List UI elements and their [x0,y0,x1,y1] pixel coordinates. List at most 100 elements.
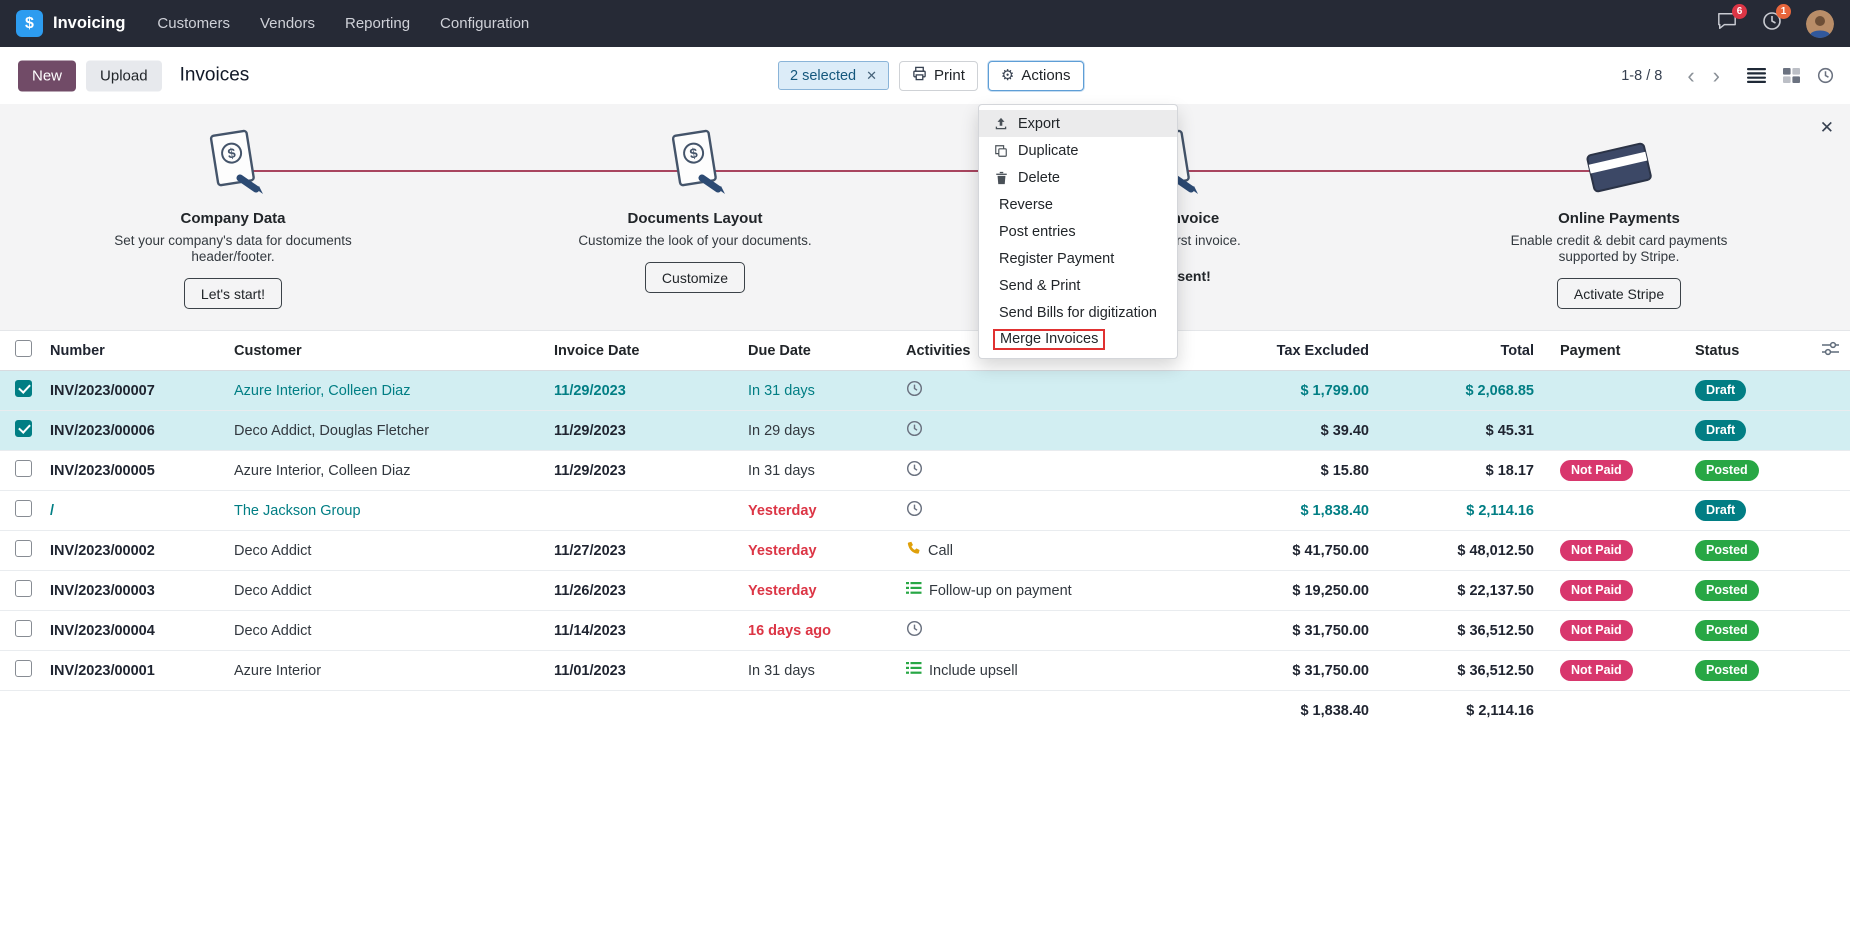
invoice-number: INV/2023/00004 [50,622,155,639]
gear-icon: ⚙ [1000,67,1015,84]
activity-clock-icon[interactable] [906,420,923,442]
invoice-customer: Azure Interior, Colleen Diaz [234,382,411,399]
col-activities[interactable]: Activities [906,342,971,359]
table-row[interactable]: / The Jackson Group Yesterday $ 1,838.40… [0,491,1850,531]
top-navbar: $ Invoicing Customers Vendors Reporting … [0,0,1850,47]
menu-item-delete[interactable]: Delete [979,164,1177,191]
banner-close-icon[interactable]: ✕ [1819,118,1834,137]
invoice-number: / [50,502,55,519]
menu-customers[interactable]: Customers [157,15,230,32]
menu-item-label: Reverse [999,196,1053,213]
clear-selection-icon[interactable]: ✕ [866,67,878,83]
activity-list-icon[interactable] [906,581,922,600]
menu-reporting[interactable]: Reporting [345,15,411,32]
selection-count: 2 selected [790,67,857,84]
invoice-date: 11/27/2023 [554,542,626,559]
invoice-customer: Deco Addict [234,622,312,639]
new-button[interactable]: New [18,60,77,91]
actions-label: Actions [1021,67,1071,84]
total: $ 45.31 [1485,422,1534,439]
select-all-checkbox[interactable] [15,339,32,357]
row-checkbox[interactable] [15,419,32,437]
activity-clock-icon[interactable] [906,460,923,482]
menu-configuration[interactable]: Configuration [440,15,530,32]
activity-view-button[interactable] [1817,67,1834,84]
table-row[interactable]: INV/2023/00007 Azure Interior, Colleen D… [0,371,1850,411]
menu-item-post-entries[interactable]: Post entries [979,218,1177,245]
selection-badge: 2 selected ✕ [778,61,890,90]
col-status[interactable]: Status [1695,342,1740,359]
col-number[interactable]: Number [50,342,105,359]
invoice-number: INV/2023/00007 [50,382,155,399]
tax-excluded: $ 31,750.00 [1292,662,1369,679]
menu-item-duplicate[interactable]: Duplicate [979,137,1177,164]
app-menu-invoicing[interactable]: Invoicing [53,14,126,32]
due-date: Yesterday [748,502,817,519]
status-badge: Posted [1695,460,1759,481]
due-date: Yesterday [748,542,817,559]
list-view-button[interactable] [1747,68,1766,83]
activity-clock-icon[interactable] [906,500,923,522]
table-row[interactable]: INV/2023/00004 Deco Addict 11/14/2023 16… [0,611,1850,651]
invoice-number: INV/2023/00003 [50,582,155,599]
step-title: Documents Layout [627,210,763,227]
col-total[interactable]: Total [1500,342,1534,359]
activity-phone-icon[interactable] [906,541,921,561]
tax-excluded: $ 31,750.00 [1292,622,1369,639]
activities-badge: 1 [1776,4,1791,19]
row-checkbox[interactable] [15,659,32,677]
print-button[interactable]: Print [899,60,978,91]
col-invoice-date[interactable]: Invoice Date [554,342,640,359]
row-checkbox[interactable] [15,499,32,517]
menu-item-merge-invoices[interactable]: Merge Invoices [979,326,1177,353]
invoice-number: INV/2023/00001 [50,662,155,679]
activity-label: Call [928,542,953,559]
adjust-columns-icon[interactable] [1821,341,1839,361]
pager-prev-icon[interactable]: ‹ [1687,62,1695,88]
table-row[interactable]: INV/2023/00005 Azure Interior, Colleen D… [0,451,1850,491]
row-checkbox[interactable] [15,619,32,637]
app-icon[interactable]: $ [16,10,43,37]
messages-button[interactable]: 6 [1716,4,1747,36]
col-customer[interactable]: Customer [234,342,302,359]
menu-item-register-payment[interactable]: Register Payment [979,245,1177,272]
upload-button[interactable]: Upload [86,60,162,91]
col-due-date[interactable]: Due Date [748,342,811,359]
lets-start-button[interactable]: Let's start! [183,278,283,309]
user-avatar[interactable] [1806,9,1834,38]
status-badge: Draft [1695,420,1747,441]
actions-button[interactable]: ⚙ Actions [987,60,1084,91]
table-row[interactable]: INV/2023/00001 Azure Interior 11/01/2023… [0,651,1850,691]
col-payment[interactable]: Payment [1560,342,1621,359]
menu-item-send-print[interactable]: Send & Print [979,272,1177,299]
table-row[interactable]: INV/2023/00002 Deco Addict 11/27/2023 Ye… [0,531,1850,571]
activity-list-icon[interactable] [906,661,922,680]
menu-item-reverse[interactable]: Reverse [979,191,1177,218]
activate-stripe-button[interactable]: Activate Stripe [1556,278,1682,309]
total: $ 22,137.50 [1457,582,1534,599]
row-checkbox[interactable] [15,539,32,557]
menu-vendors[interactable]: Vendors [259,15,315,32]
row-checkbox[interactable] [15,579,32,597]
table-row[interactable]: INV/2023/00003 Deco Addict 11/26/2023 Ye… [0,571,1850,611]
table-row[interactable]: INV/2023/00006 Deco Addict, Douglas Flet… [0,411,1850,451]
tax-excluded: $ 15.80 [1320,462,1369,479]
payment-badge: Not Paid [1560,580,1633,601]
row-checkbox[interactable] [15,379,32,397]
invoice-number: INV/2023/00005 [50,462,155,479]
tax-excluded: $ 1,838.40 [1300,502,1369,519]
activity-clock-icon[interactable] [906,380,923,402]
customize-button[interactable]: Customize [644,262,746,293]
activities-button[interactable]: 1 [1762,4,1791,36]
menu-item-export[interactable]: Export [979,110,1177,137]
row-checkbox[interactable] [15,459,32,477]
sum-total: $ 2,114.16 [1466,703,1534,719]
col-tax-excluded[interactable]: Tax Excluded [1276,342,1369,359]
kanban-view-button[interactable] [1783,68,1800,83]
activity-clock-icon[interactable] [906,620,923,642]
document-dollar-icon: $ [63,104,403,200]
pager: 1-8 / 8 [1621,67,1663,84]
menu-item-label: Duplicate [1018,142,1079,159]
menu-item-send-bills-digitization[interactable]: Send Bills for digitization [979,299,1177,326]
pager-next-icon[interactable]: › [1712,62,1720,88]
